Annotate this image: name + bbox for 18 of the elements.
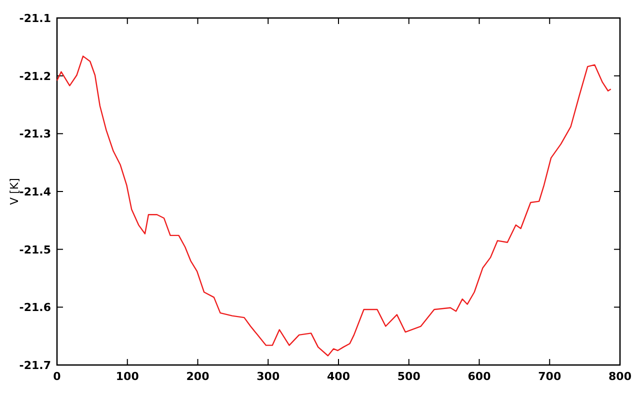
x-tick-label: 0	[53, 370, 62, 383]
x-tick-label: 300	[256, 370, 280, 383]
x-tick-label: 200	[186, 370, 210, 383]
x-tick-label: 500	[397, 370, 421, 383]
x-tick-label: 800	[608, 370, 632, 383]
y-tick-label: -21.2	[19, 70, 51, 83]
y-tick-label: -21.7	[19, 359, 51, 372]
y-axis-title: V [K]	[8, 178, 21, 205]
y-tick-label: -21.5	[19, 243, 51, 256]
y-tick-label: -21.3	[19, 128, 51, 141]
y-tick-label: -21.6	[19, 301, 52, 314]
x-tick-label: 100	[116, 370, 140, 383]
x-tick-label: 700	[538, 370, 562, 383]
line-series	[56, 56, 612, 356]
x-tick-label: 600	[468, 370, 492, 383]
x-tick-label: 400	[327, 370, 350, 383]
y-tick-label: -21.1	[19, 12, 51, 25]
y-tick-label: -21.4	[19, 186, 52, 198]
